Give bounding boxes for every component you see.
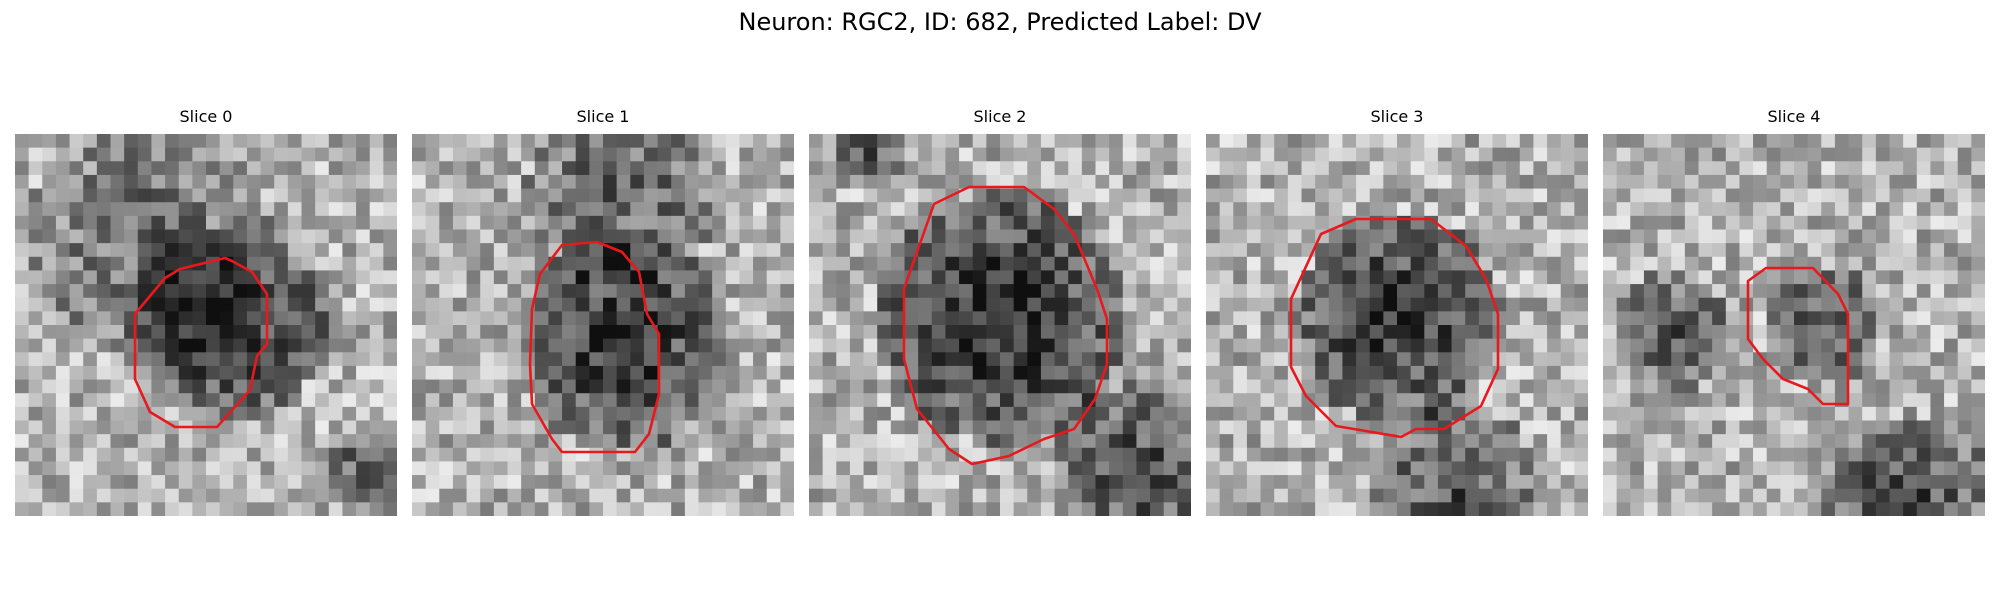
slice-title-2: Slice 2 [973, 107, 1027, 126]
roi-contour-3 [1289, 217, 1500, 439]
slice-title-0: Slice 0 [179, 107, 233, 126]
slice-image-4 [1603, 134, 1985, 516]
slice-image-0 [15, 134, 397, 516]
microscopy-pixels-2 [809, 134, 1191, 516]
slice-image-1 [412, 134, 794, 516]
microscopy-pixels-4 [1603, 134, 1985, 516]
slice-title-4: Slice 4 [1767, 107, 1821, 126]
slice-title-1: Slice 1 [576, 107, 630, 126]
microscopy-pixels-0 [15, 134, 397, 516]
microscopy-pixels-3 [1206, 134, 1588, 516]
slice-image-3 [1206, 134, 1588, 516]
roi-contour-2 [902, 185, 1109, 466]
roi-contour-4 [1746, 266, 1850, 406]
slice-image-2 [809, 134, 1191, 516]
roi-contour-1 [528, 240, 661, 454]
slice-title-3: Slice 3 [1370, 107, 1424, 126]
roi-contour-0 [133, 256, 269, 429]
figure-title: Neuron: RGC2, ID: 682, Predicted Label: … [738, 8, 1262, 36]
microscopy-pixels-1 [412, 134, 794, 516]
